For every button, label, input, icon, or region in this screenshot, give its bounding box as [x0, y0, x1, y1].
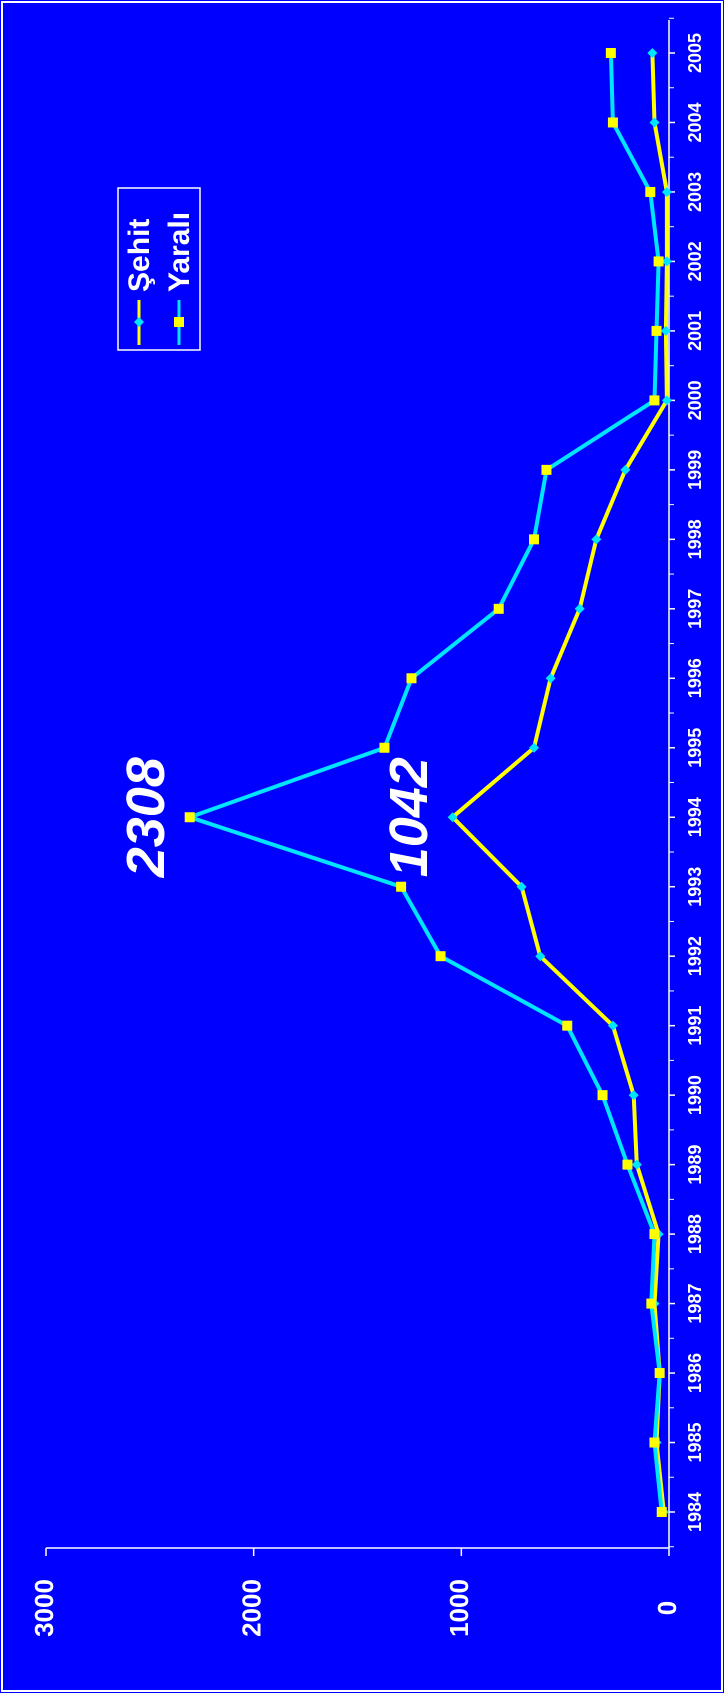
- category-tick-label: 1986: [685, 1353, 705, 1393]
- data-point: [653, 256, 664, 267]
- category-tick-label: 1990: [685, 1075, 705, 1115]
- category-tick-label: 1996: [685, 658, 705, 698]
- category-tick-label: 1999: [685, 450, 705, 490]
- data-point: [447, 812, 458, 823]
- category-tick-label: 1989: [685, 1145, 705, 1185]
- category-tick-label: 1998: [685, 519, 705, 559]
- data-point: [607, 1020, 618, 1031]
- data-point: [493, 603, 504, 614]
- data-point: [597, 1090, 608, 1101]
- data-point: [435, 951, 446, 962]
- legend-swatch-marker: [174, 317, 184, 327]
- data-point: [649, 1229, 660, 1240]
- peak-annotation-1: 2308: [116, 757, 176, 878]
- data-point: [661, 186, 672, 197]
- data-point: [562, 1020, 573, 1031]
- data-point: [660, 325, 671, 336]
- data-point: [651, 325, 662, 336]
- category-tick-label: 2000: [685, 380, 705, 420]
- category-tick-label: 1984: [685, 1492, 705, 1532]
- data-point: [516, 881, 527, 892]
- category-tick-label: 1985: [685, 1423, 705, 1463]
- category-tick-label: 1997: [685, 589, 705, 629]
- value-tick-label: 1000: [444, 1579, 474, 1637]
- data-point: [406, 673, 417, 684]
- value-tick-label: 3000: [29, 1579, 59, 1637]
- legend-box: [117, 187, 201, 351]
- data-point: [661, 395, 672, 406]
- category-tick-label: 1994: [685, 797, 705, 837]
- category-tick-label: 2003: [685, 172, 705, 212]
- data-point: [646, 1298, 657, 1309]
- data-point: [529, 534, 540, 545]
- series-line-1: [450, 52, 669, 1513]
- data-point: [620, 464, 631, 475]
- category-tick-label: 1988: [685, 1214, 705, 1254]
- legend-label: Şehit: [123, 219, 156, 292]
- data-point: [605, 48, 616, 58]
- data-point: [649, 1437, 660, 1448]
- category-tick-label: 1993: [685, 867, 705, 907]
- data-point: [654, 1368, 665, 1379]
- data-point: [591, 534, 602, 545]
- data-point: [661, 256, 672, 267]
- category-tick-label: 2005: [685, 33, 705, 73]
- value-tick-label: 2000: [237, 1579, 267, 1637]
- peak-annotation-2: 1042: [379, 757, 439, 877]
- data-point: [529, 742, 540, 753]
- data-point: [628, 1090, 639, 1101]
- data-point: [649, 395, 660, 406]
- category-tick-label: 1995: [685, 728, 705, 768]
- data-point: [535, 951, 546, 962]
- data-point: [396, 881, 407, 892]
- category-tick-label: 2001: [685, 311, 705, 351]
- legend-label: Yaralı: [163, 212, 196, 292]
- data-point: [645, 186, 656, 197]
- data-point: [184, 812, 195, 823]
- category-tick-label: 1987: [685, 1284, 705, 1324]
- data-point: [545, 673, 556, 684]
- data-point: [649, 117, 660, 128]
- value-tick-label: 0: [652, 1601, 682, 1615]
- data-point: [656, 1507, 667, 1517]
- data-point: [622, 1159, 633, 1170]
- category-tick-label: 2004: [685, 102, 705, 142]
- category-tick-label: 2002: [685, 241, 705, 281]
- data-point: [379, 742, 390, 753]
- data-point: [574, 603, 585, 614]
- series-line-2: [187, 52, 664, 1513]
- data-point: [647, 48, 658, 58]
- category-tick-label: 1992: [685, 936, 705, 976]
- data-point: [631, 1159, 642, 1170]
- category-tick-label: 1991: [685, 1006, 705, 1046]
- data-point: [607, 117, 618, 128]
- data-point: [541, 464, 552, 475]
- legend-swatch-marker: [134, 317, 144, 327]
